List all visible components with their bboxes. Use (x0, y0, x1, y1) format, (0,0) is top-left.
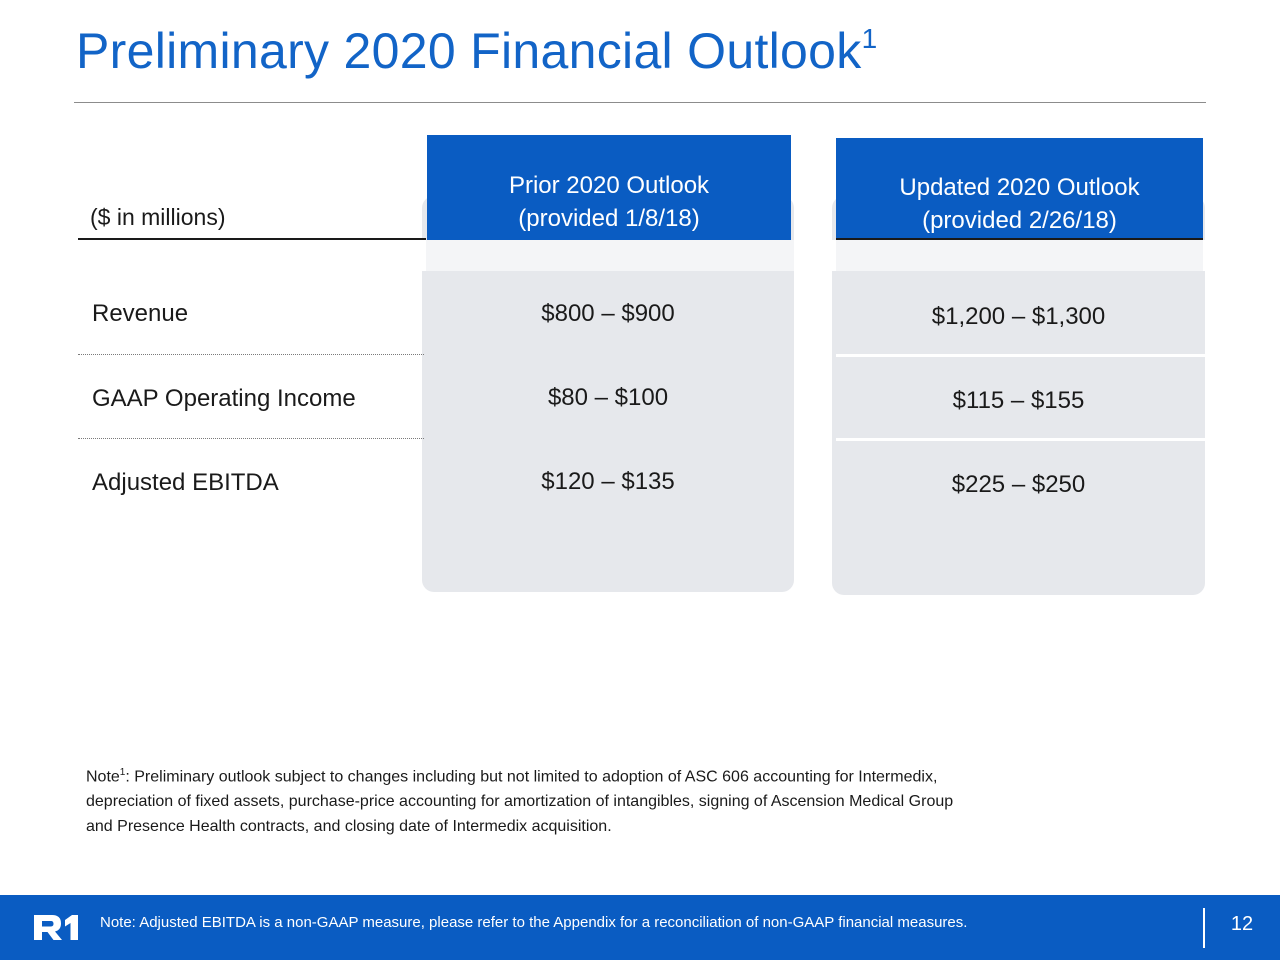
footer-divider (1203, 908, 1205, 948)
footnote-line-1: Note1: Preliminary outlook subject to ch… (86, 760, 1196, 789)
page-title-text: Preliminary 2020 Financial Outlook (76, 23, 862, 79)
footnote-line-3: and Presence Health contracts, and closi… (86, 818, 612, 836)
row-value-gaap-operating-income-updated: $115 – $155 (952, 387, 1085, 414)
footer-bar: Note: Adjusted EBITDA is a non-GAAP meas… (0, 895, 1280, 960)
title-footnote-marker: 1 (861, 23, 878, 55)
row-divider-updated (836, 438, 1205, 441)
header-gap-band (422, 240, 1205, 271)
row-value-revenue-updated: $1,200 – $1,300 (931, 303, 1106, 330)
column-header-prior-date: (provided 1/8/18) (518, 205, 700, 232)
row-divider-updated (836, 354, 1205, 357)
column-header-prior-title: Prior 2020 Outlook (508, 172, 710, 199)
row-value-adjusted-ebitda-prior: $120 – $135 (541, 468, 675, 495)
row-label-adjusted-ebitda: Adjusted EBITDA (92, 469, 279, 496)
footnote-text-1: : Preliminary outlook subject to changes… (125, 768, 938, 786)
footnote-prefix: Note (86, 768, 120, 786)
row-label-gaap-operating-income: GAAP Operating Income (92, 385, 356, 412)
header-underline-right (836, 238, 1203, 240)
row-divider (78, 438, 424, 439)
page-title: Preliminary 2020 Financial Outlook1 (76, 22, 877, 80)
r1-logo-icon (34, 915, 78, 940)
row-divider (78, 354, 424, 355)
column-header-updated: Updated 2020 Outlook (provided 2/26/18) (836, 138, 1203, 240)
footnote-line-2: depreciation of fixed assets, purchase-p… (86, 793, 954, 811)
column-header-updated-date: (provided 2/26/18) (922, 207, 1117, 234)
header-gap-prior (426, 240, 794, 271)
column-header-updated-title: Updated 2020 Outlook (899, 174, 1140, 201)
footnote: Note1: Preliminary outlook subject to ch… (86, 760, 1196, 839)
row-label-revenue: Revenue (92, 300, 189, 327)
header-underline-left (78, 238, 426, 240)
row-value-revenue-prior: $800 – $900 (541, 300, 675, 327)
units-label: ($ in millions) (90, 204, 226, 230)
column-header-prior: Prior 2020 Outlook (provided 1/8/18) (427, 135, 791, 240)
footer-note: Note: Adjusted EBITDA is a non-GAAP meas… (100, 914, 968, 931)
row-value-adjusted-ebitda-updated: $225 – $250 (951, 471, 1086, 498)
page-number: 12 (1230, 913, 1254, 935)
row-value-gaap-operating-income-prior: $80 – $100 (547, 384, 669, 411)
footnote-marker: 1 (119, 767, 126, 778)
header-gap-updated (836, 240, 1203, 271)
title-divider (74, 102, 1206, 103)
